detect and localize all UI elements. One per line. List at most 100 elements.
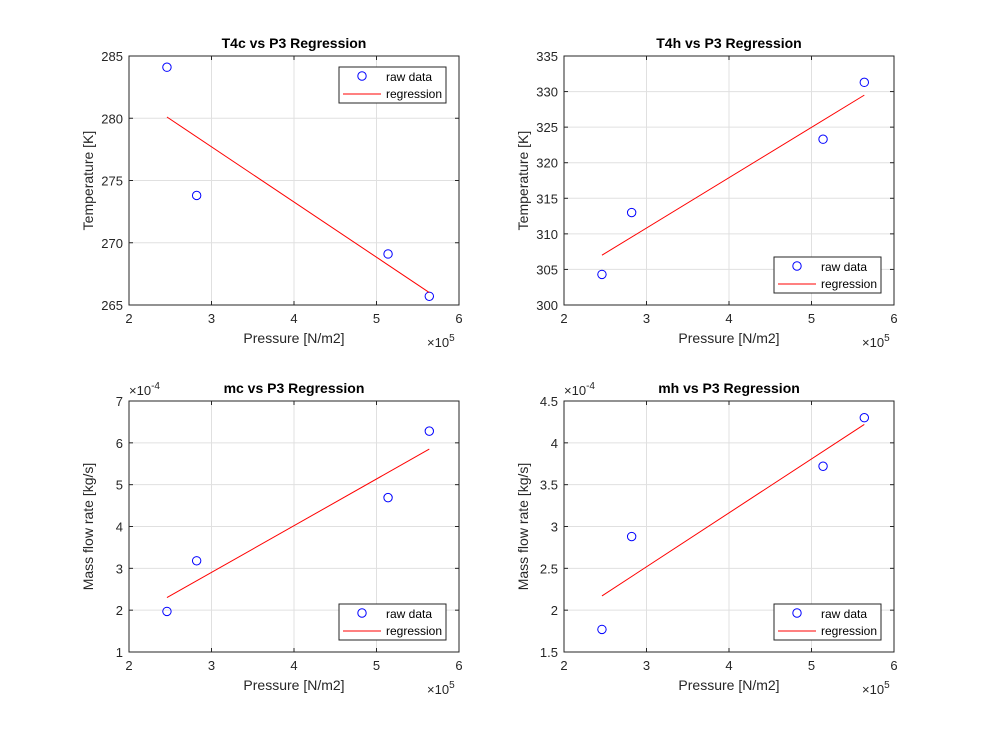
x-exponent-base: ×10 xyxy=(862,335,884,350)
y-tick-label: 4 xyxy=(116,520,123,535)
x-tick-label: 4 xyxy=(725,311,732,326)
x-tick-label: 4 xyxy=(290,658,297,673)
x-exponent-base: ×10 xyxy=(862,682,884,697)
legend-box xyxy=(773,603,882,641)
y-tick-label: 280 xyxy=(101,111,123,126)
legend-entry: raw data xyxy=(821,260,867,274)
legend-box xyxy=(773,256,882,294)
data-point xyxy=(859,77,869,88)
x-tick-label: 5 xyxy=(373,311,380,326)
y-tick-label: 2 xyxy=(551,603,558,618)
y-exponent-value: -4 xyxy=(586,381,595,392)
x-exponent-value: 5 xyxy=(884,333,890,344)
x-axis-label: Pressure [N/m2] xyxy=(678,330,779,346)
x-exponent-base: ×10 xyxy=(427,335,449,350)
data-point xyxy=(424,426,434,436)
chart-title: T4c vs P3 Regression xyxy=(222,35,367,51)
chart-title: T4h vs P3 Regression xyxy=(656,35,802,51)
legend-entry: regression xyxy=(821,624,877,638)
legend-marker-swatch xyxy=(792,608,802,618)
regression-line xyxy=(601,424,865,597)
regression-line xyxy=(166,448,430,599)
data-point xyxy=(818,461,828,471)
x-exponent-value: 5 xyxy=(449,680,455,691)
y-exponent-label: ×10-4 xyxy=(129,381,160,398)
y-tick-label: 305 xyxy=(536,262,558,277)
y-tick-label: 270 xyxy=(101,236,123,251)
y-exponent-base: ×10 xyxy=(564,383,586,398)
y-tick-label: 7 xyxy=(116,394,123,409)
y-tick-label: 2.5 xyxy=(540,561,558,576)
x-tick-label: 6 xyxy=(890,311,897,326)
data-point xyxy=(626,207,637,218)
x-axis-label: Pressure [N/m2] xyxy=(243,677,344,693)
y-tick-label: 3 xyxy=(116,561,123,576)
x-exponent-label: ×105 xyxy=(427,333,455,350)
y-tick-label: 325 xyxy=(536,120,558,135)
y-axis-label: Mass flow rate [kg/s] xyxy=(80,463,96,591)
x-tick-label: 3 xyxy=(208,311,215,326)
x-tick-label: 4 xyxy=(290,311,297,326)
legend-entry: raw data xyxy=(386,607,432,621)
x-tick-label: 5 xyxy=(808,658,815,673)
legend-entry: regression xyxy=(386,87,442,101)
data-point xyxy=(818,134,828,144)
legend-marker-swatch xyxy=(357,71,367,81)
data-point xyxy=(383,249,393,259)
y-tick-label: 310 xyxy=(536,227,558,242)
y-tick-label: 4.5 xyxy=(540,394,558,409)
legend: raw data regression xyxy=(773,603,882,641)
y-tick-label: 335 xyxy=(536,49,558,64)
y-tick-label: 6 xyxy=(116,436,123,451)
y-exponent-value: -4 xyxy=(151,381,160,392)
x-tick-label: 3 xyxy=(208,658,215,673)
x-exponent-label: ×105 xyxy=(862,333,890,350)
y-axis-label: Temperature [K] xyxy=(515,131,531,231)
y-axis-label: Mass flow rate [kg/s] xyxy=(515,463,531,591)
regression-line xyxy=(601,94,865,256)
data-point xyxy=(859,413,869,423)
legend-marker-swatch xyxy=(792,261,802,271)
x-exponent-base: ×10 xyxy=(427,682,449,697)
y-tick-label: 4 xyxy=(551,436,558,451)
legend-box xyxy=(338,66,447,104)
x-tick-label: 6 xyxy=(455,311,462,326)
x-tick-label: 3 xyxy=(643,658,650,673)
chart-4: 2 3 4 5 61.522.533.544.5×105×10-4 mh vs P3 Re… xyxy=(515,380,898,697)
y-tick-label: 3.5 xyxy=(540,478,558,493)
y-tick-label: 320 xyxy=(536,156,558,171)
x-axis-label: Pressure [N/m2] xyxy=(678,677,779,693)
legend-entry: regression xyxy=(821,277,877,291)
data-point xyxy=(191,556,202,566)
y-tick-label: 330 xyxy=(536,85,558,100)
y-tick-label: 315 xyxy=(536,191,558,206)
y-axis-label: Temperature [K] xyxy=(80,131,96,231)
x-tick-label: 2 xyxy=(125,658,132,673)
x-tick-label: 6 xyxy=(455,658,462,673)
x-axis-label: Pressure [N/m2] xyxy=(243,330,344,346)
y-tick-label: 265 xyxy=(101,298,123,313)
data-point xyxy=(626,531,637,542)
x-tick-label: 6 xyxy=(890,658,897,673)
legend-entry: regression xyxy=(386,624,442,638)
y-tick-label: 5 xyxy=(116,478,123,493)
data-point xyxy=(162,606,172,617)
x-exponent-value: 5 xyxy=(884,680,890,691)
legend-marker-swatch xyxy=(357,608,367,618)
x-tick-label: 2 xyxy=(560,658,567,673)
legend-entry: raw data xyxy=(821,607,867,621)
legend-entry: raw data xyxy=(386,70,432,84)
legend-box xyxy=(338,603,447,641)
legend: raw data regression xyxy=(338,66,447,104)
x-exponent-value: 5 xyxy=(449,333,455,344)
y-tick-label: 285 xyxy=(101,49,123,64)
y-tick-label: 300 xyxy=(536,298,558,313)
legend: raw data regression xyxy=(773,256,882,294)
y-exponent-base: ×10 xyxy=(129,383,151,398)
x-exponent-label: ×105 xyxy=(427,680,455,697)
x-tick-label: 4 xyxy=(725,658,732,673)
data-point xyxy=(597,624,607,635)
y-exponent-label: ×10-4 xyxy=(564,381,595,398)
